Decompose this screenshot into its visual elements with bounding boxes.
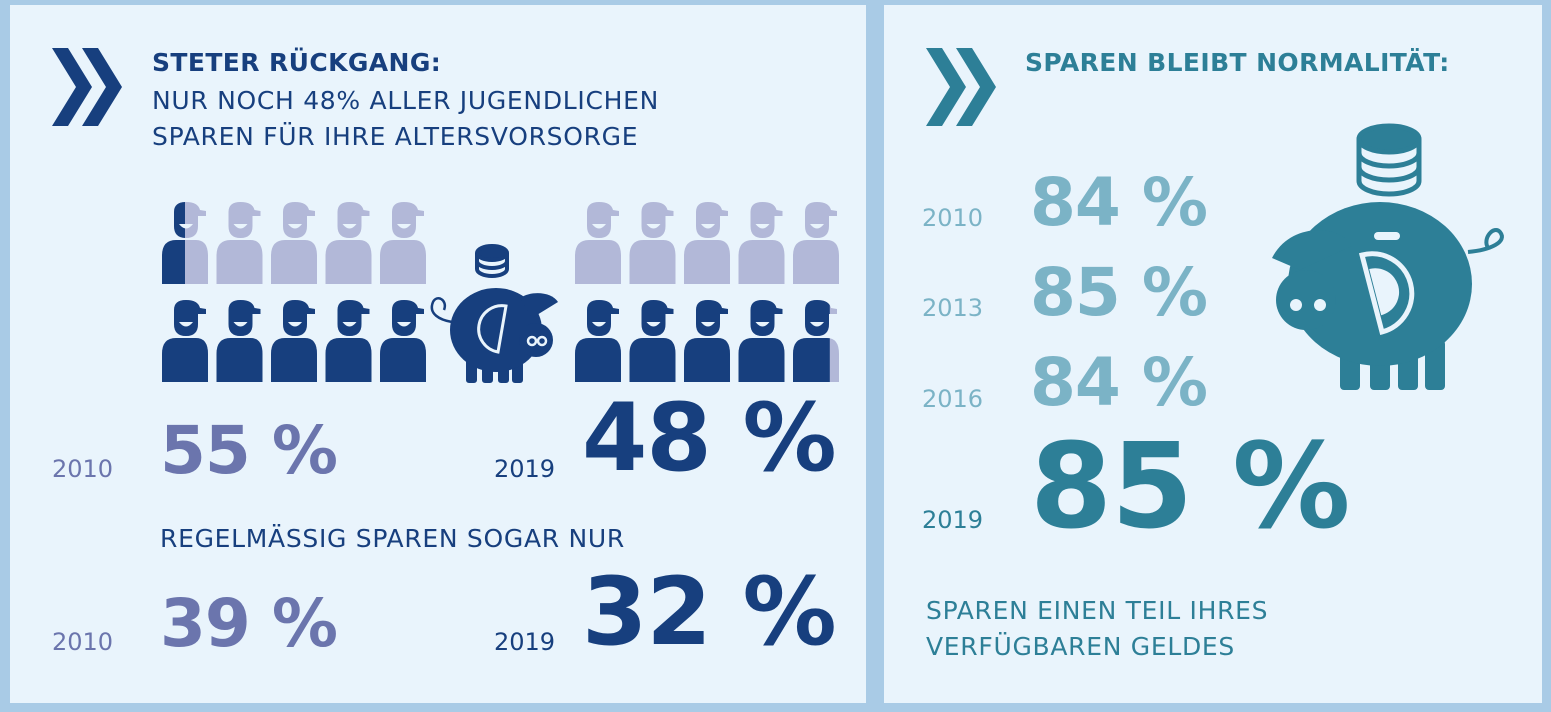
person-figure-10	[575, 300, 621, 382]
person-figure-19	[793, 202, 839, 284]
year-label-2019-regular: 2019	[494, 628, 556, 656]
person-figure-17	[684, 202, 730, 284]
person-figure-7	[271, 202, 317, 284]
person-figure-2	[271, 300, 317, 382]
person-figure-4	[380, 300, 426, 382]
year-label-2019-total: 2019	[494, 455, 556, 483]
year-label-2019: 2019	[922, 506, 984, 534]
left-subtitle-line1: NUR NOCH 48% ALLER JUGENDLICHEN	[152, 86, 660, 115]
value-2016: 84 %	[1030, 344, 1208, 421]
caption-line2: VERFÜGBAREN GELDES	[926, 632, 1235, 661]
person-figure-0	[162, 300, 208, 382]
value-2013: 85 %	[1030, 254, 1208, 331]
person-figure-18	[738, 202, 785, 284]
value-2010: 84 %	[1030, 164, 1208, 241]
person-figure-12	[684, 300, 730, 382]
left-subtitle-line2: SPAREN FÜR IHRE ALTERSVORSORGE	[152, 122, 639, 151]
person-figure-1	[216, 300, 263, 382]
regular-saving-text: REGELMÄSSIG SPAREN SOGAR NUR	[160, 524, 625, 553]
person-figure-16	[629, 202, 676, 284]
value-2010-total: 55 %	[160, 412, 338, 489]
value-2019-total: 48 %	[582, 384, 837, 493]
person-figure-3	[325, 300, 372, 382]
person-figure-5	[162, 202, 208, 284]
value-2019: 85 %	[1030, 417, 1351, 555]
value-2010-regular: 39 %	[160, 585, 338, 662]
caption-line1: SPAREN EINEN TEIL IHRES	[926, 596, 1269, 625]
person-figure-14	[793, 300, 839, 382]
right-title: SPAREN BLEIBT NORMALITÄT:	[1025, 48, 1450, 77]
person-figure-13	[738, 300, 785, 382]
person-figure-9	[380, 202, 426, 284]
person-figure-15	[575, 202, 621, 284]
left-title: STETER RÜCKGANG:	[152, 48, 442, 77]
year-label-2013: 2013	[922, 294, 984, 322]
person-figure-11	[629, 300, 676, 382]
person-figure-8	[325, 202, 372, 284]
small-piggy-bank-icon	[430, 244, 558, 383]
value-2019-regular: 32 %	[582, 558, 837, 667]
person-figure-6	[216, 202, 263, 284]
year-label-2010-total: 2010	[52, 455, 114, 483]
double-chevron-icon	[52, 48, 122, 126]
year-label-2010: 2010	[922, 204, 984, 232]
double-chevron-icon	[926, 48, 996, 126]
year-label-2010-regular: 2010	[52, 628, 114, 656]
year-label-2016: 2016	[922, 385, 984, 413]
